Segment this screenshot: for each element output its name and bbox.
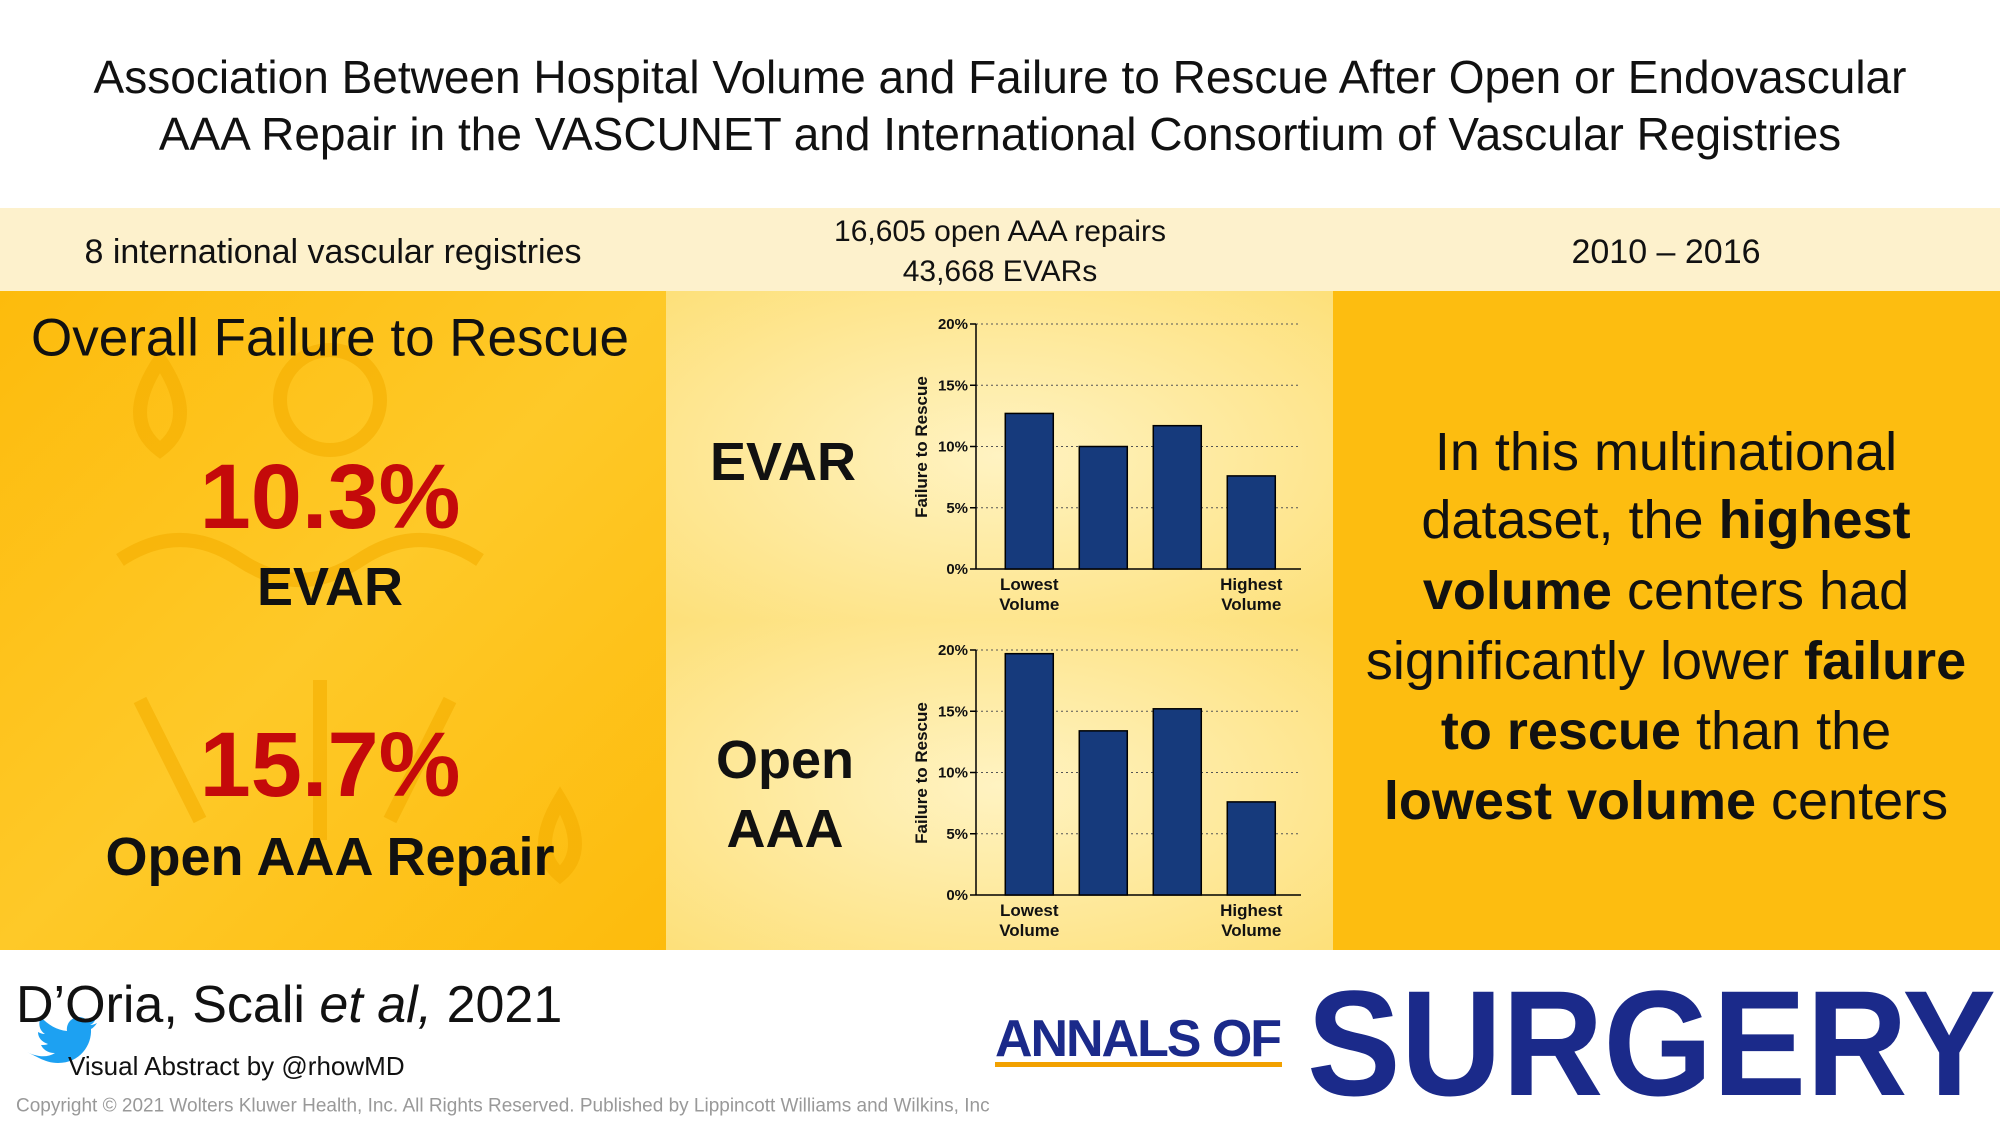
credit: Visual Abstract by @rhowMD [68, 1051, 405, 1081]
overall-label: Open AAA Repair [105, 827, 555, 887]
journal-logo: ANNALS OF SURGERY [995, 959, 1996, 1125]
title-line: Association Between Hospital Volume and … [93, 51, 1907, 103]
y-tick-label: 20% [938, 642, 968, 659]
stat: 2010 – 2016 [1571, 233, 1761, 271]
stat: 8 international vascular registries [84, 233, 582, 271]
logo-underline [995, 1062, 1282, 1067]
text-segment: volume [1422, 561, 1612, 621]
bar [1004, 652, 1055, 896]
text-segment: et al, [319, 976, 433, 1034]
y-tick-label: 10% [938, 439, 968, 456]
left-panel [0, 291, 666, 950]
text-segment: In this multinational [1434, 422, 1898, 482]
text-segment: than the [1680, 701, 1892, 761]
text-segment: lowest volume [1383, 771, 1756, 831]
citation: D’Oria, Scali et al, 2021 [16, 979, 562, 1031]
conclusion-line: to rescue than the [1441, 704, 1891, 758]
y-tick-label: 5% [946, 500, 968, 517]
stats-bar [0, 208, 2000, 291]
text-segment: centers had [1611, 561, 1910, 621]
chart-label: EVAR [709, 432, 857, 492]
journal-name: SURGERY [1307, 959, 1996, 1125]
text-segment: centers [1756, 771, 1949, 831]
text-segment: D’Oria, Scali [16, 976, 320, 1034]
text-segment: failure [1804, 631, 1967, 691]
bar [1226, 475, 1277, 570]
overall-value: 15.7% [199, 714, 461, 816]
text-segment: highest [1718, 490, 1911, 550]
middle-panel-top [666, 291, 1333, 621]
right-panel [1333, 291, 2000, 950]
stat: 16,605 open AAA repairs [834, 215, 1166, 248]
y-tick-label: 10% [938, 765, 968, 782]
conclusion-line: volume centers had [1423, 564, 1909, 618]
bar [1078, 445, 1129, 570]
text-segment: dataset, the [1421, 490, 1719, 550]
overall-value: 10.3% [199, 446, 461, 548]
bar [1078, 730, 1129, 896]
x-tick-label: Lowest Volume [999, 901, 1060, 940]
conclusion-line: In this multinational [1435, 425, 1897, 479]
conclusion-line: significantly lower failure [1366, 634, 1966, 688]
text-segment: to rescue [1440, 701, 1681, 761]
text-segment: significantly lower [1365, 631, 1805, 691]
overall-heading: Overall Failure to Rescue [31, 308, 629, 368]
title-line: AAA Repair in the VASCUNET and Internati… [158, 108, 1842, 160]
y-tick-label: 20% [938, 316, 968, 333]
y-tick-label: 5% [946, 826, 968, 843]
bar [1004, 412, 1055, 570]
journal-prefix: ANNALS OF [995, 1010, 1282, 1068]
y-tick-label: 15% [938, 377, 968, 394]
conclusion-line: dataset, the highest [1421, 493, 1910, 547]
chart-label: Open [715, 730, 855, 790]
bar [1152, 708, 1203, 896]
x-tick-label: Lowest Volume [999, 575, 1060, 614]
x-tick-label: Highest Volume [1220, 901, 1283, 940]
bar [1152, 424, 1203, 570]
decorative-icons [116, 343, 582, 885]
conclusion-line: lowest volume centers [1384, 774, 1948, 828]
twitter-icon [27, 1017, 97, 1063]
x-tick-label: Highest Volume [1220, 575, 1283, 614]
text-segment: 2021 [432, 976, 563, 1034]
y-axis-label: Failure to Rescue [912, 701, 931, 844]
bar [1226, 801, 1277, 896]
y-tick-label: 0% [946, 887, 968, 904]
y-tick-label: 0% [946, 561, 968, 578]
chart-label: AAA [726, 799, 844, 859]
copyright: Copyright © 2021 Wolters Kluwer Health, … [16, 1095, 990, 1117]
y-axis-label: Failure to Rescue [912, 375, 931, 518]
overall-label: EVAR [256, 557, 404, 617]
y-tick-label: 15% [938, 703, 968, 720]
stat: 43,668 EVARs [902, 255, 1098, 288]
